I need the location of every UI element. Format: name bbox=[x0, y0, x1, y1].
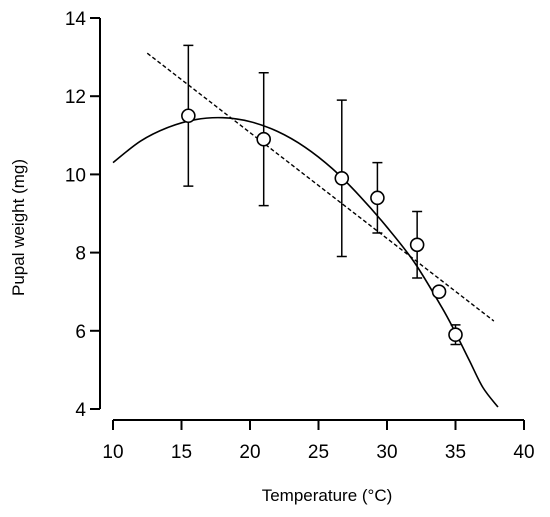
data-points bbox=[181, 108, 463, 343]
linear-fit-line bbox=[146, 52, 495, 322]
data-point bbox=[181, 108, 196, 124]
x-axis-title: Temperature (°C) bbox=[262, 486, 393, 505]
data-point bbox=[431, 284, 447, 300]
y-tick-label: 14 bbox=[65, 9, 87, 30]
y-axis-ticks: 4 6 8 10 12 14 bbox=[65, 9, 100, 421]
curve-fit-line bbox=[112, 116, 499, 408]
y-tick-label: 12 bbox=[65, 87, 86, 108]
y-tick-label: 6 bbox=[75, 322, 86, 343]
x-tick-label: 10 bbox=[102, 442, 123, 463]
y-tick-label: 4 bbox=[75, 400, 86, 421]
x-axis-ticks: 10 15 20 25 30 35 40 bbox=[102, 420, 535, 463]
y-tick-label: 8 bbox=[75, 244, 86, 265]
x-tick-label: 40 bbox=[513, 442, 534, 463]
x-tick-label: 15 bbox=[171, 442, 192, 463]
data-point bbox=[409, 237, 425, 253]
y-tick-label: 10 bbox=[65, 165, 86, 186]
x-tick-label: 20 bbox=[239, 442, 260, 463]
data-point bbox=[334, 171, 350, 186]
data-point bbox=[256, 131, 272, 147]
x-tick-label: 25 bbox=[308, 442, 329, 463]
data-point bbox=[448, 327, 463, 343]
x-tick-label: 30 bbox=[376, 442, 397, 463]
fit-lines bbox=[112, 52, 499, 408]
error-bars bbox=[183, 44, 461, 346]
data-point bbox=[370, 190, 385, 206]
axes: 10 15 20 25 30 35 40 4 6 8 10 12 14 bbox=[65, 9, 535, 463]
x-tick-label: 35 bbox=[445, 442, 466, 463]
y-axis-title: Pupal weight (mg) bbox=[9, 159, 28, 296]
